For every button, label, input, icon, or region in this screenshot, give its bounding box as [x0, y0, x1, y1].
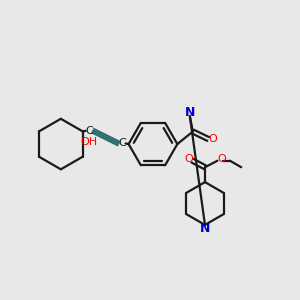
Text: C: C	[118, 139, 126, 148]
Text: N: N	[184, 106, 195, 119]
Text: O: O	[184, 154, 193, 164]
Text: O: O	[208, 134, 217, 144]
Text: O: O	[217, 154, 226, 164]
Text: OH: OH	[80, 137, 97, 147]
Text: C: C	[85, 126, 93, 136]
Text: N: N	[200, 222, 210, 235]
